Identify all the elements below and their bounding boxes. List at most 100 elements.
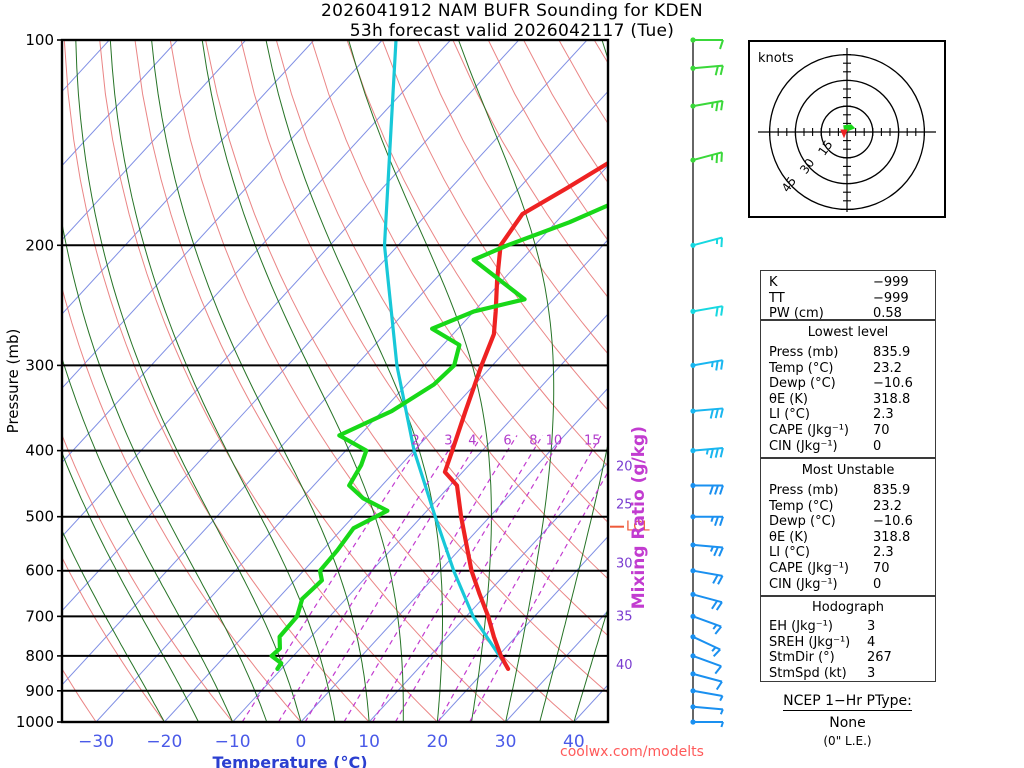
panel-row-value: −10.6: [873, 376, 913, 392]
mixing-ratio-label: 8: [529, 434, 537, 449]
pressure-tick-label: 400: [25, 442, 54, 460]
temperature-tick-label: −20: [146, 732, 182, 752]
panel-row: K −999: [769, 275, 935, 291]
wind-barb: [690, 151, 723, 164]
panel-row: CAPE (Jkg⁻¹) 70: [769, 561, 935, 577]
mixing-ratio-label: 4: [468, 434, 476, 449]
wind-barb: [690, 613, 722, 635]
wind-barb: [690, 359, 724, 371]
right-axis-tick-label: 20: [616, 460, 633, 475]
panel-row-value: 2.3: [873, 407, 894, 423]
panel-row-value: 2.3: [873, 545, 894, 561]
wind-barb: [690, 236, 723, 248]
right-axis-tick-label: 40: [616, 658, 633, 673]
pressure-tick-label: 800: [25, 647, 54, 665]
wind-barb: [690, 482, 724, 495]
panel-row: Press (mb) 835.9: [769, 345, 935, 361]
panel-row-value: 0: [873, 576, 882, 592]
panel-row-value: 267: [867, 650, 892, 666]
panel-row-label: θE (K): [769, 529, 808, 545]
panel-row: Temp (°C) 23.2: [769, 499, 935, 515]
panel-row-value: −999: [873, 275, 909, 290]
temperature-tick-label: 30: [495, 732, 517, 752]
wind-barb: [690, 704, 724, 715]
most-unstable-header: Most Unstable: [801, 463, 895, 478]
ptype-liquid-equivalent: (0" L.E.): [823, 734, 872, 748]
panel-row: CIN (Jkg⁻¹) 0: [769, 577, 935, 593]
panel-row: Dewp (°C) −10.6: [769, 376, 935, 392]
wind-barb: [690, 446, 724, 459]
mixing-ratio-label: 6: [503, 434, 511, 449]
panel-row-label: CIN (Jkg⁻¹): [769, 438, 838, 454]
panel-row: LI (°C) 2.3: [769, 407, 935, 423]
temperature-tick-label: 40: [563, 732, 585, 752]
plot-frame: [60, 38, 610, 724]
mixing-ratio-label: 10: [546, 434, 563, 449]
panel-row-label: Temp (°C): [769, 498, 834, 514]
hodograph-stats-panel: Hodograph EH (Jkg⁻¹) 3 SREH (Jkg⁻¹) 4 StmDir…: [760, 596, 936, 682]
wind-barb: [690, 688, 724, 702]
panel-row: SREH (Jkg⁻¹) 4: [769, 635, 935, 651]
skewt-chart: 100 200 300 400 500 600 700 800 900 1000 Pressure …: [4, 31, 650, 768]
wind-barb: [690, 568, 724, 585]
temperature-tick-label: 10: [358, 732, 380, 752]
ptype-value: None: [829, 715, 866, 731]
hodograph-units-label: knots: [758, 51, 794, 66]
panel-row-label: Dewp (°C): [769, 514, 836, 530]
wind-barb: [690, 719, 724, 728]
panel-row-value: 4: [867, 634, 876, 650]
wind-barb: [690, 542, 724, 557]
panel-row-value: 3: [867, 665, 876, 681]
right-axis-tick-label: 25: [616, 498, 633, 513]
panel-row: StmDir (°) 267: [769, 650, 935, 666]
mixing-ratio-label: 2: [411, 434, 419, 449]
panel-row: θE (K) 318.8: [769, 392, 935, 408]
panel-row-label: LI (°C): [769, 545, 810, 561]
most-unstable-panel: Most Unstable Press (mb) 835.9 Temp (°C) 23…: [760, 458, 936, 596]
panel-row-label: CIN (Jkg⁻¹): [769, 576, 838, 592]
wind-barb: [690, 634, 721, 658]
pressure-tick-label: 1000: [16, 713, 54, 731]
panel-row-label: CAPE (Jkg⁻¹): [769, 560, 849, 576]
ptype-block: NCEP 1−Hr PType: None (0" L.E.): [740, 690, 955, 748]
hodograph-stats-header: Hodograph: [812, 600, 884, 615]
wind-barb: [690, 37, 724, 50]
panel-row-label: Temp (°C): [769, 360, 834, 376]
y-axis-title: Pressure (mb): [4, 329, 22, 434]
mixing-ratio-axis-title: Mixing Ratio (g/kg): [629, 426, 649, 609]
panel-row-label: StmDir (°): [769, 650, 835, 666]
pressure-tick-label: 500: [25, 508, 54, 526]
temperature-curve: [442, 160, 608, 671]
lowest-level-panel: Lowest level Press (mb) 835.9 Temp (°C) 23.…: [760, 320, 936, 458]
panel-row-value: 835.9: [873, 483, 911, 498]
panel-row-value: 70: [873, 560, 890, 576]
panel-row-label: K: [769, 275, 778, 290]
panel-row: LI (°C) 2.3: [769, 545, 935, 561]
panel-row: EH (Jkg⁻¹) 3: [769, 619, 935, 635]
x-axis-title: Temperature (°C): [212, 753, 367, 768]
panel-row-value: 318.8: [873, 391, 911, 407]
temperature-tick-label: 0: [295, 732, 306, 752]
right-axis-tick-label: 30: [616, 557, 633, 572]
panel-row-label: SREH (Jkg⁻¹): [769, 634, 851, 650]
temperature-tick-label: 20: [427, 732, 449, 752]
hodograph-storm-motion-marker: [840, 129, 848, 139]
mixing-ratio-label: 3: [444, 434, 452, 449]
panel-row-value: 3: [867, 619, 876, 634]
wind-barb: [690, 407, 724, 419]
panel-row-value: 23.2: [873, 498, 902, 514]
wind-barb: [690, 99, 724, 112]
panel-row-label: TT: [769, 290, 785, 306]
lowest-level-header: Lowest level: [807, 325, 889, 340]
pressure-tick-label: 600: [25, 562, 54, 580]
panel-row-label: Dewp (°C): [769, 376, 836, 392]
panel-row: StmSpd (kt) 3: [769, 666, 935, 682]
panel-row-value: 23.2: [873, 360, 902, 376]
right-axis-tick-label: 35: [616, 609, 633, 624]
pressure-tick-label: 200: [25, 236, 54, 254]
pressure-tick-label: 300: [25, 356, 54, 374]
ptype-title: NCEP 1−Hr PType:: [783, 693, 912, 711]
panel-row-value: 0.58: [873, 306, 902, 322]
panel-row-value: −999: [873, 290, 909, 306]
panel-row: Temp (°C) 23.2: [769, 361, 935, 377]
